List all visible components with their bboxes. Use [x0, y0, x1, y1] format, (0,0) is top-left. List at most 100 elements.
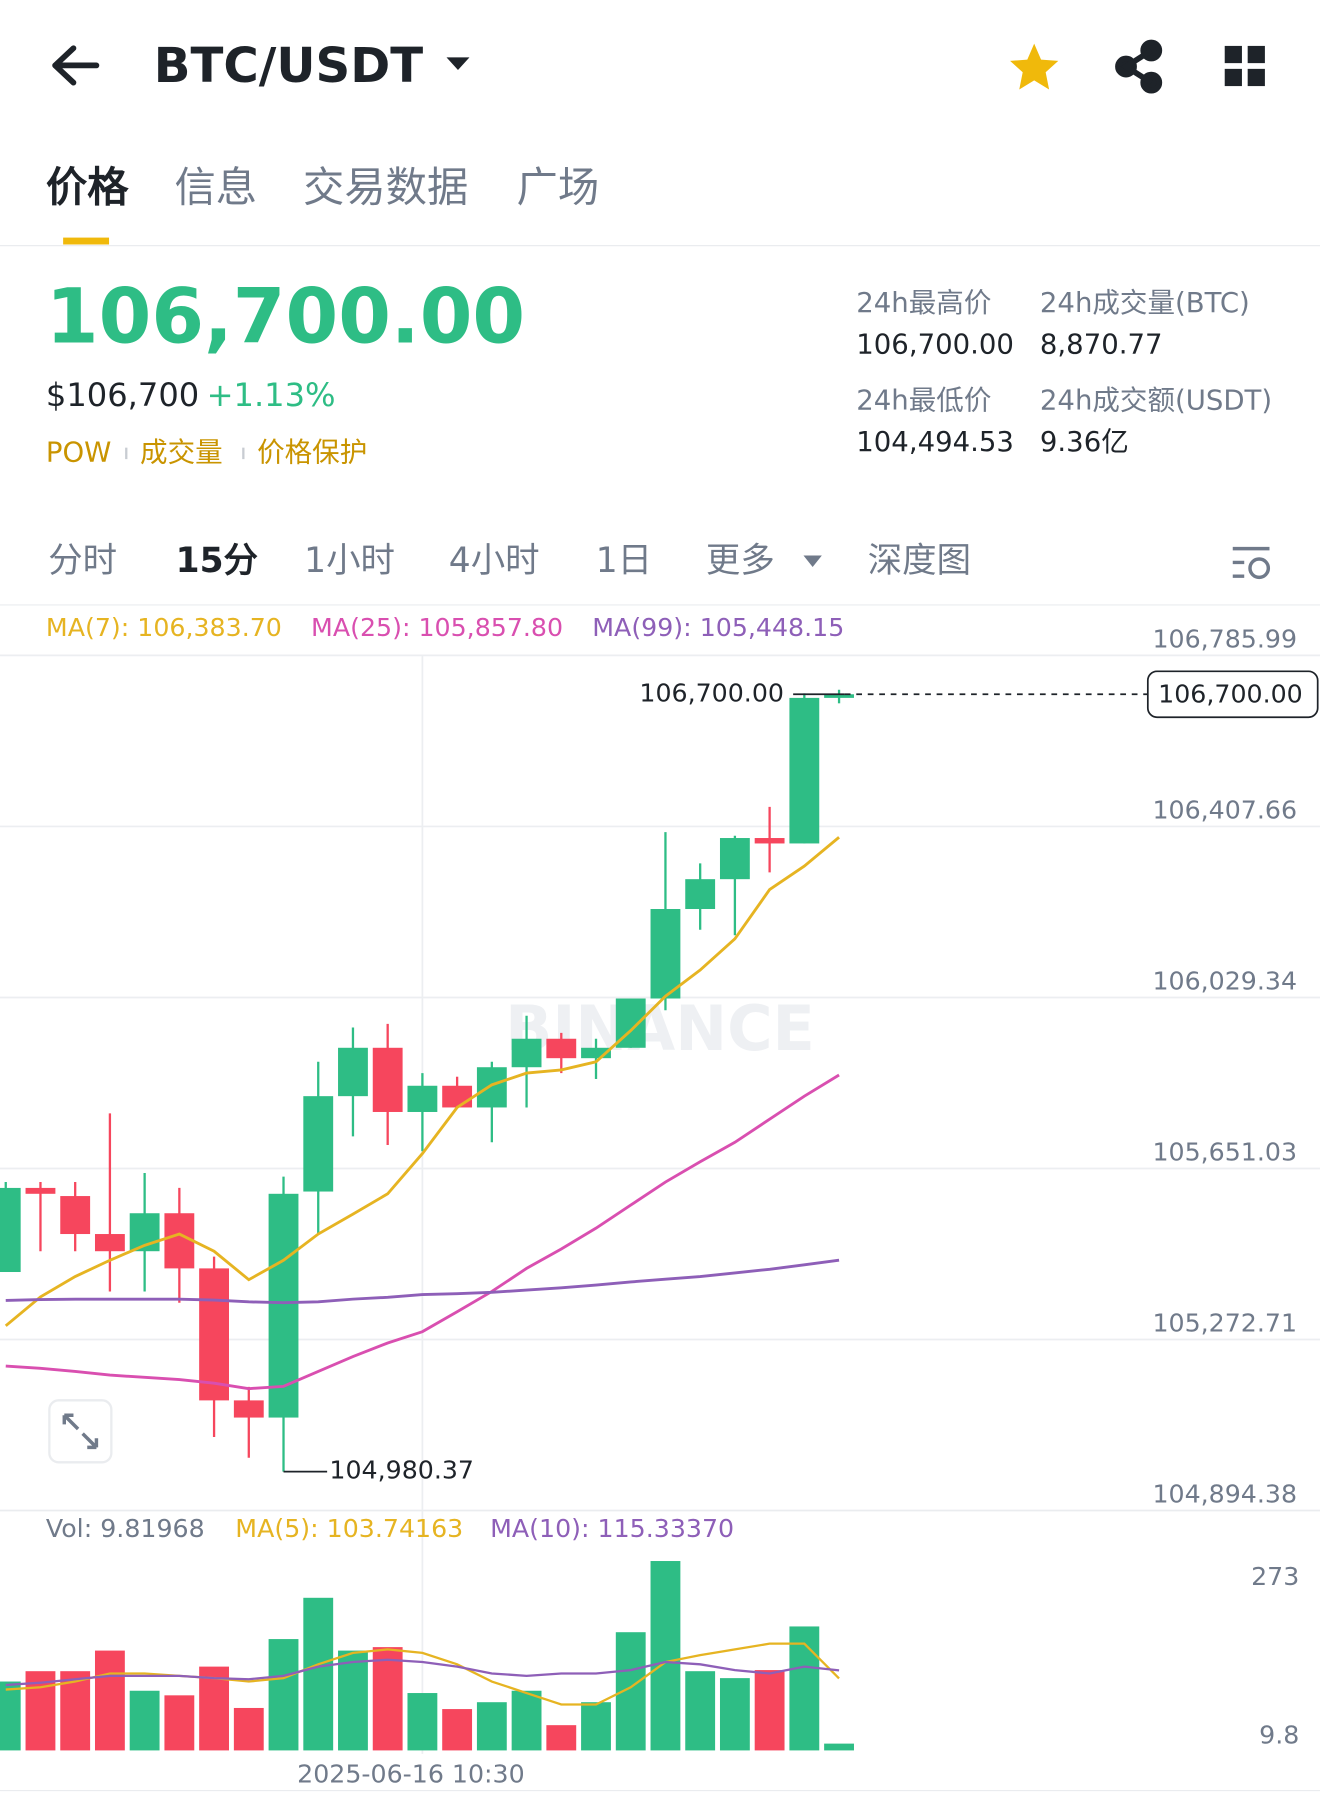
volume-ma-line [5, 1642, 840, 1706]
y-tick-label: 106,785.99 [1152, 624, 1297, 653]
candle-body [824, 694, 854, 698]
interval[interactable]: 1日 [596, 541, 652, 581]
candle-body [268, 1193, 299, 1418]
tab[interactable]: 交易数据 [303, 164, 468, 212]
candle-body [338, 1047, 368, 1097]
price-change: +1.13% [207, 376, 336, 414]
pair-title[interactable]: BTC/USDT [154, 38, 423, 94]
candle-body [754, 838, 785, 844]
volume-bar [164, 1695, 195, 1751]
candle-body [233, 1400, 264, 1418]
volume-bar [476, 1702, 507, 1751]
volume-bar [754, 1670, 785, 1751]
ma-legend: MA(99): 105,448.15 [592, 613, 844, 642]
stat-value: 9.36亿 [1040, 426, 1129, 458]
volume-bar [407, 1693, 438, 1751]
stat-label: 24h最低价 [856, 385, 991, 417]
volume-bar [824, 1743, 854, 1751]
pair-dropdown[interactable] [446, 57, 470, 71]
ma-legend: MA(7): 106,383.70 [46, 613, 282, 642]
volume-bar [268, 1639, 299, 1751]
interval[interactable]: 1小时 [304, 541, 395, 581]
ma-line [4, 836, 840, 1327]
volume-bar [719, 1678, 750, 1751]
y-tick-label: 105,651.03 [1152, 1138, 1297, 1167]
stat-value: 104,494.53 [856, 426, 1014, 458]
candle-body [442, 1085, 473, 1108]
kline-chart: BINANCE104,894.38105,272.71105,651.03106… [0, 613, 1320, 1792]
tags: POW 成交量 价格保护 [46, 436, 367, 468]
volume-bar [789, 1626, 820, 1751]
interval[interactable]: 15分 [176, 541, 258, 581]
share-button[interactable] [1115, 39, 1163, 94]
volume-ma-line [5, 1658, 840, 1687]
candle-body [25, 1187, 56, 1194]
stats: 24h最高价 106,700.00 24h成交量(BTC) 8,870.77 24h最低… [856, 287, 1272, 458]
stat-value: 8,870.77 [1040, 328, 1163, 360]
candle-body [407, 1085, 438, 1112]
candle-body [789, 697, 820, 844]
volume-bar [129, 1690, 160, 1751]
y-tick-label: 104,894.38 [1152, 1480, 1297, 1509]
candle-body [303, 1096, 334, 1192]
volume-tick-label: 9.8 [1259, 1721, 1299, 1750]
last-price-box-label: 106,700.00 [1158, 679, 1303, 708]
interval[interactable]: 深度图 [868, 541, 971, 581]
tab[interactable]: 价格 [46, 164, 129, 212]
more-dropdown[interactable] [803, 555, 822, 568]
volume-legend: Vol: 9.81968 [46, 1514, 205, 1543]
candle-body [60, 1196, 91, 1235]
candle-body [719, 838, 750, 880]
volume-bar [60, 1671, 91, 1751]
last-price-box [1146, 670, 1319, 719]
interval[interactable]: 分时 [48, 541, 117, 581]
layout-button[interactable] [1224, 45, 1265, 87]
chart-settings[interactable] [1232, 546, 1271, 580]
last-price-marker: 106,700.00 [639, 678, 784, 707]
tab[interactable]: 广场 [517, 164, 600, 212]
x-tick-label: 2025-06-16 10:30 [297, 1760, 525, 1789]
tag[interactable]: 成交量 [140, 436, 223, 468]
volume-bar [372, 1647, 403, 1751]
tab[interactable]: 信息 [174, 164, 257, 212]
candle-body [685, 879, 716, 910]
back-button[interactable] [52, 45, 100, 86]
volume-tick-label: 273 [1251, 1562, 1299, 1591]
candle-body [650, 909, 681, 999]
y-tick-label: 106,407.66 [1152, 796, 1297, 825]
tab-indicator [63, 237, 110, 245]
stat-label: 24h成交额(USDT) [1040, 385, 1272, 417]
candle-body [372, 1047, 403, 1112]
tag[interactable]: 价格保护 [257, 436, 367, 468]
stat-value: 106,700.00 [856, 328, 1014, 360]
low-marker: 104,980.37 [329, 1456, 474, 1485]
ma-line [5, 1258, 840, 1305]
volume-bar [546, 1725, 577, 1751]
tag[interactable]: POW [46, 436, 112, 468]
expand-button[interactable] [48, 1399, 113, 1464]
volume-bar [303, 1597, 334, 1751]
interval[interactable]: 4小时 [449, 541, 540, 581]
candle-body [546, 1038, 577, 1059]
candle-body [94, 1234, 125, 1252]
volume-bar [338, 1650, 368, 1751]
usd-price: $106,700 [46, 376, 199, 414]
y-tick-label: 106,029.34 [1152, 967, 1297, 996]
candle-body [199, 1268, 229, 1401]
candle-body [511, 1038, 542, 1068]
ma-legend: MA(25): 105,857.80 [311, 613, 563, 642]
stat-label: 24h成交量(BTC) [1040, 287, 1250, 319]
ma-line [5, 1073, 840, 1391]
candle-body [581, 1047, 611, 1059]
volume-bar [442, 1709, 473, 1751]
favorite-star[interactable] [1010, 43, 1059, 90]
volume-bar [199, 1666, 229, 1751]
last-price: 106,700.00 [46, 272, 525, 360]
candle-body [476, 1067, 507, 1108]
interval-bar: 分时 15分 1小时 4小时 1日 更多 深度图 [48, 541, 971, 581]
volume-ma-legend: MA(5): 103.74163 [235, 1514, 463, 1543]
y-tick-label: 105,272.71 [1152, 1309, 1297, 1338]
interval[interactable]: 更多 [706, 541, 775, 581]
candle-body [0, 1187, 21, 1273]
